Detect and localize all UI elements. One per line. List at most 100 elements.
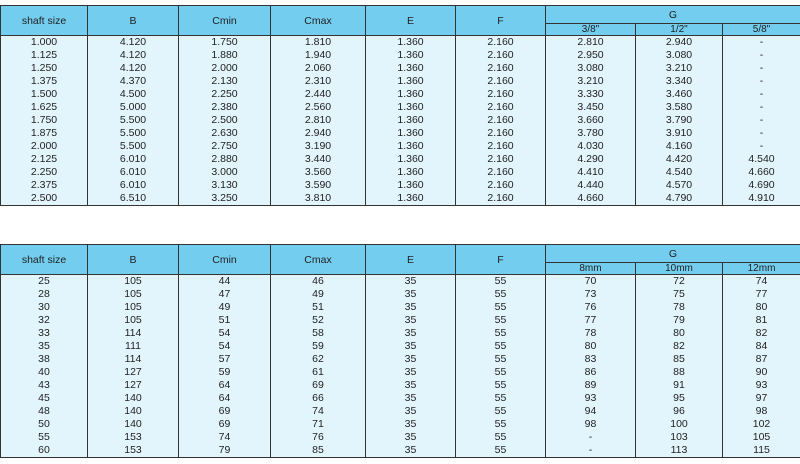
table-cell: 71 <box>270 418 366 431</box>
table-cell: 83 <box>545 353 636 366</box>
table-cell: 91 <box>635 379 723 392</box>
table-cell: 3.460 <box>635 88 723 101</box>
table-cell: 2.160 <box>455 35 546 49</box>
table-cell: 6.010 <box>87 179 179 192</box>
table-cell: 32 <box>0 314 88 327</box>
table-cell: 85 <box>635 353 723 366</box>
table-cell: 4.570 <box>635 179 723 192</box>
table-row: 60 153 79 85 35 55-113 115 <box>0 444 800 458</box>
table-cell: 5.500 <box>87 114 179 127</box>
table-cell: 2.130 <box>178 75 271 88</box>
table-cell: 4.790 <box>635 192 723 206</box>
table-cell: 69 <box>178 405 271 418</box>
table-cell: 80 <box>635 327 723 340</box>
table-cell: 1.360 <box>365 127 456 140</box>
table-cell: 3.250 <box>178 192 271 206</box>
table-row: 40 127 59 61 35 55 86 88 90 <box>0 366 800 379</box>
table-cell: 103 <box>635 431 723 444</box>
table-cell: 98 <box>721 405 800 418</box>
table-cell: 69 <box>178 418 271 431</box>
table-body: 25 105 44 46 35 55 70 72 74 28 105 47 49 35 55 73 75 77 30… <box>0 274 800 458</box>
table-cell: 3.080 <box>635 49 723 62</box>
table-cell: 78 <box>545 327 636 340</box>
table-cell: 77 <box>545 314 636 327</box>
table-cell: 97 <box>721 392 800 405</box>
table-cell: 3.810 <box>270 192 366 206</box>
table-cell: 2.160 <box>455 75 546 88</box>
table-cell: 2.500 <box>178 114 271 127</box>
table-cell: 1.360 <box>365 179 456 192</box>
table-cell: 4.160 <box>635 140 723 153</box>
table-body: 1.000 4.120 1.750 1.810 1.360 2.160 2.810 2.940… <box>0 35 800 206</box>
table-cell: 3.210 <box>545 75 636 88</box>
table-cell: 35 <box>365 405 456 418</box>
table-cell: - <box>721 49 800 62</box>
table-cell: 35 <box>365 327 456 340</box>
table-cell: 2.375 <box>0 179 88 192</box>
table-cell: 55 <box>455 405 546 418</box>
header-row: shaft size B Cmin Cmax E F G <box>0 5 800 36</box>
table-cell: 111 <box>87 340 179 353</box>
table-cell: 55 <box>455 379 546 392</box>
table-cell: 140 <box>87 405 179 418</box>
table-cell: 82 <box>721 327 800 340</box>
table-cell: 70 <box>545 274 636 288</box>
subcolumn-header: 1/2" <box>635 23 723 36</box>
table-cell: 51 <box>178 314 271 327</box>
table-row: 50 140 69 71 35 55 98 100 102 <box>0 418 800 431</box>
table-cell: 1.360 <box>365 166 456 179</box>
table-cell: 3.450 <box>545 101 636 114</box>
table-cell: 153 <box>87 444 179 458</box>
table-header: shaft size B Cmin Cmax E F G 3/8" 1/2" 5/8" <box>0 5 800 36</box>
table-cell: 62 <box>270 353 366 366</box>
table-cell: 84 <box>721 340 800 353</box>
table-cell: 1.360 <box>365 101 456 114</box>
table-cell: 2.810 <box>545 35 636 49</box>
column-header: F <box>455 5 546 36</box>
table-cell: 55 <box>455 301 546 314</box>
table-cell: - <box>545 444 636 458</box>
table-cell: 100 <box>635 418 723 431</box>
table-cell: 87 <box>721 353 800 366</box>
table-cell: 2.125 <box>0 153 88 166</box>
table-cell: 64 <box>178 379 271 392</box>
table-cell: 4.410 <box>545 166 636 179</box>
table-row: 25 105 44 46 35 55 70 72 74 <box>0 274 800 288</box>
table-cell: - <box>721 140 800 153</box>
table-row: 1.875 5.500 2.630 2.940 1.360 2.160 3.780 3.910… <box>0 127 800 140</box>
table-row: 2.125 6.010 2.880 3.440 1.360 2.160 4.290 4.420… <box>0 153 800 166</box>
table-cell: 1.500 <box>0 88 88 101</box>
table-cell: 85 <box>270 444 366 458</box>
table-row: 2.250 6.010 3.000 3.560 1.360 2.160 4.410 4.540… <box>0 166 800 179</box>
table-cell: 45 <box>0 392 88 405</box>
table-cell: 76 <box>545 301 636 314</box>
table-cell: 1.750 <box>0 114 88 127</box>
table-cell: 1.375 <box>0 75 88 88</box>
table-cell: 35 <box>0 340 88 353</box>
table-cell: 93 <box>721 379 800 392</box>
table-cell: 77 <box>721 288 800 301</box>
table-cell: 78 <box>635 301 723 314</box>
table-cell: 35 <box>365 392 456 405</box>
table-cell: 2.250 <box>0 166 88 179</box>
table-cell: 1.360 <box>365 49 456 62</box>
table-cell: 2.160 <box>455 88 546 101</box>
table-cell: 4.660 <box>721 166 800 179</box>
table-cell: 105 <box>87 274 179 288</box>
table-cell: 54 <box>178 327 271 340</box>
table-cell: 2.440 <box>270 88 366 101</box>
table-cell: 102 <box>721 418 800 431</box>
table-cell: 2.160 <box>455 49 546 62</box>
table-cell: 3.790 <box>635 114 723 127</box>
table-cell: 6.010 <box>87 153 179 166</box>
table-cell: 2.560 <box>270 101 366 114</box>
table-cell: - <box>721 75 800 88</box>
table-cell: 105 <box>87 314 179 327</box>
table-cell: 55 <box>0 431 88 444</box>
table-cell: - <box>721 62 800 75</box>
table-cell: 74 <box>721 274 800 288</box>
table-cell: 2.160 <box>455 101 546 114</box>
table-cell: 61 <box>270 366 366 379</box>
table-cell: 47 <box>178 288 271 301</box>
